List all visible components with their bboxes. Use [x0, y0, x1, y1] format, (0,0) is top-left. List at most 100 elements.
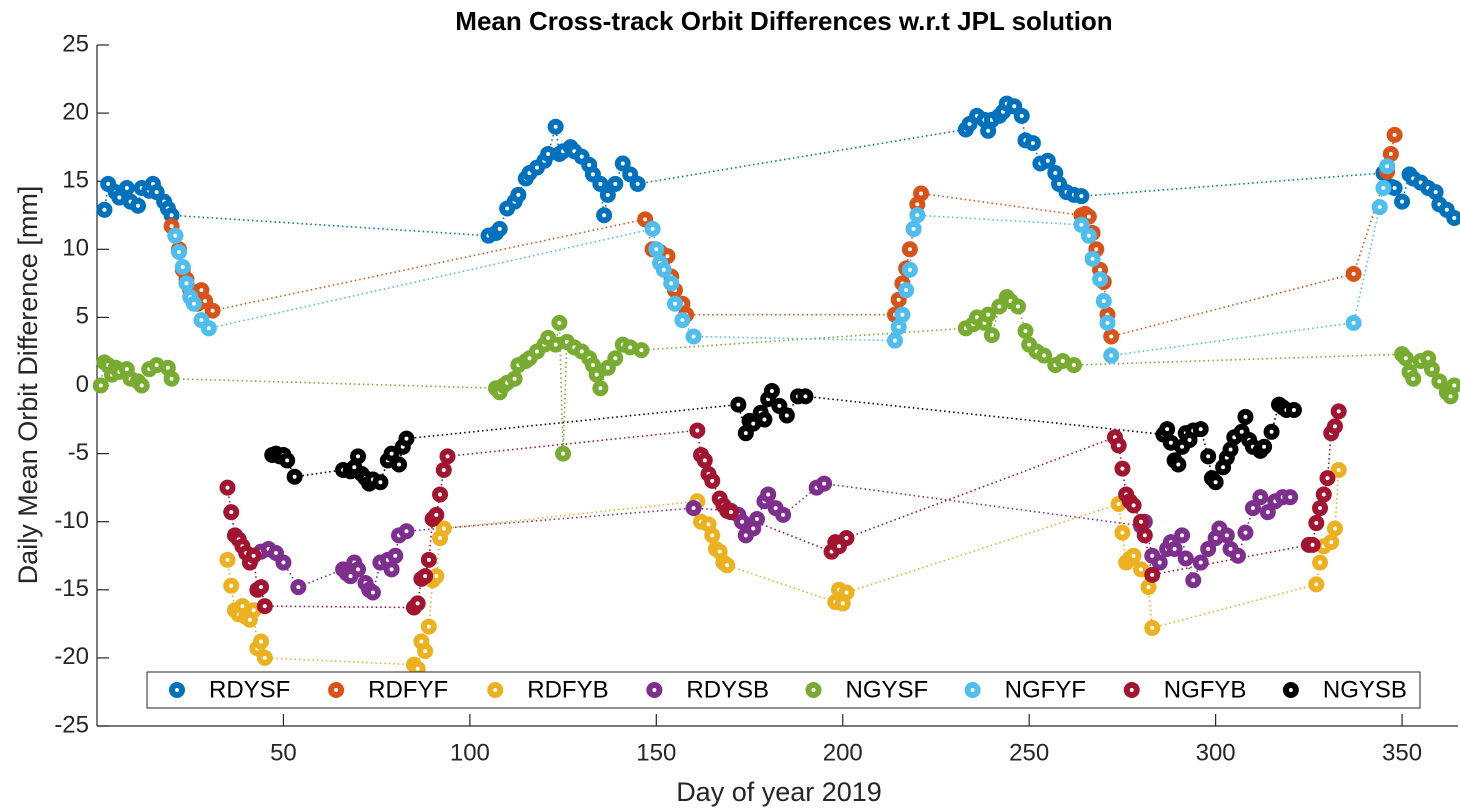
point [599, 186, 616, 203]
point [614, 155, 631, 172]
y-tick-label: -15 [54, 575, 89, 602]
point [1084, 250, 1101, 267]
point [555, 445, 572, 462]
point [1282, 489, 1299, 506]
point [983, 327, 1000, 344]
point [596, 207, 613, 224]
legend-box [146, 671, 1421, 709]
point [588, 366, 605, 383]
point [886, 332, 903, 349]
point [163, 370, 180, 387]
point [185, 295, 202, 312]
point [1073, 188, 1090, 205]
y-tick-label: 20 [62, 98, 89, 125]
point [704, 527, 721, 544]
point [1323, 534, 1340, 551]
point [913, 185, 930, 202]
point [167, 227, 184, 244]
point [648, 241, 665, 258]
x-tick-label: 50 [270, 739, 297, 766]
point [1244, 500, 1261, 517]
point [1151, 554, 1168, 571]
point [592, 380, 609, 397]
point [383, 445, 400, 462]
point [1345, 314, 1362, 331]
y-tick-label: -5 [68, 439, 89, 466]
y-tick-label: -25 [54, 711, 89, 738]
legend-marker [1282, 682, 1299, 698]
point [1017, 323, 1034, 340]
point [372, 474, 389, 491]
point [1304, 536, 1321, 553]
point [1446, 377, 1460, 394]
point [901, 241, 918, 258]
point [1200, 540, 1217, 557]
point [279, 452, 296, 469]
point [901, 261, 918, 278]
legend-marker [487, 682, 504, 698]
point [1036, 347, 1053, 364]
point [1125, 547, 1142, 564]
point [1177, 550, 1194, 567]
point [734, 513, 751, 530]
point [666, 295, 683, 312]
point [1326, 520, 1343, 537]
point [1207, 474, 1224, 491]
point [383, 561, 400, 578]
series-line [99, 295, 1456, 454]
x-tick-label: 300 [1196, 739, 1236, 766]
point [1397, 350, 1414, 367]
legend-marker [964, 682, 981, 698]
point [674, 312, 691, 329]
point [96, 201, 113, 218]
point [1423, 361, 1440, 378]
series-line [226, 411, 1340, 609]
point [428, 506, 445, 523]
point [778, 407, 795, 424]
y-axis-label: Daily Mean Orbit Difference [mm] [13, 186, 43, 585]
point [696, 452, 713, 469]
point [622, 166, 639, 183]
point [1103, 328, 1120, 345]
point [1308, 515, 1325, 532]
point [905, 220, 922, 237]
point [1312, 500, 1329, 517]
point [1263, 423, 1280, 440]
series-line [170, 134, 1396, 338]
point [1326, 418, 1343, 435]
y-tick-label: 5 [76, 303, 89, 330]
point [1222, 441, 1239, 458]
point [685, 500, 702, 517]
point [1185, 572, 1202, 589]
point [980, 306, 997, 323]
point [584, 166, 601, 183]
point [775, 506, 792, 523]
point [1256, 438, 1273, 455]
point [771, 397, 788, 414]
point [350, 448, 367, 465]
legend-label: RDYSF [209, 676, 290, 703]
point [1259, 504, 1276, 521]
point [204, 302, 221, 319]
point [491, 220, 508, 237]
point [219, 551, 236, 568]
point [174, 259, 191, 276]
point [256, 598, 273, 615]
chart-title: Mean Cross-track Orbit Differences w.r.t… [455, 6, 1112, 36]
point [398, 523, 415, 540]
point [1125, 497, 1142, 514]
x-tick-label: 350 [1382, 739, 1422, 766]
y-tick-label: 10 [62, 235, 89, 262]
point [1174, 527, 1191, 544]
x-tick-label: 100 [450, 739, 490, 766]
point [1230, 547, 1247, 564]
point [364, 584, 381, 601]
point [607, 175, 624, 192]
y-tick-label: -10 [54, 507, 89, 534]
point [748, 510, 765, 527]
series-line [174, 166, 1388, 357]
point [737, 425, 754, 442]
point [838, 530, 855, 547]
point [1110, 437, 1127, 454]
point [1330, 461, 1347, 478]
